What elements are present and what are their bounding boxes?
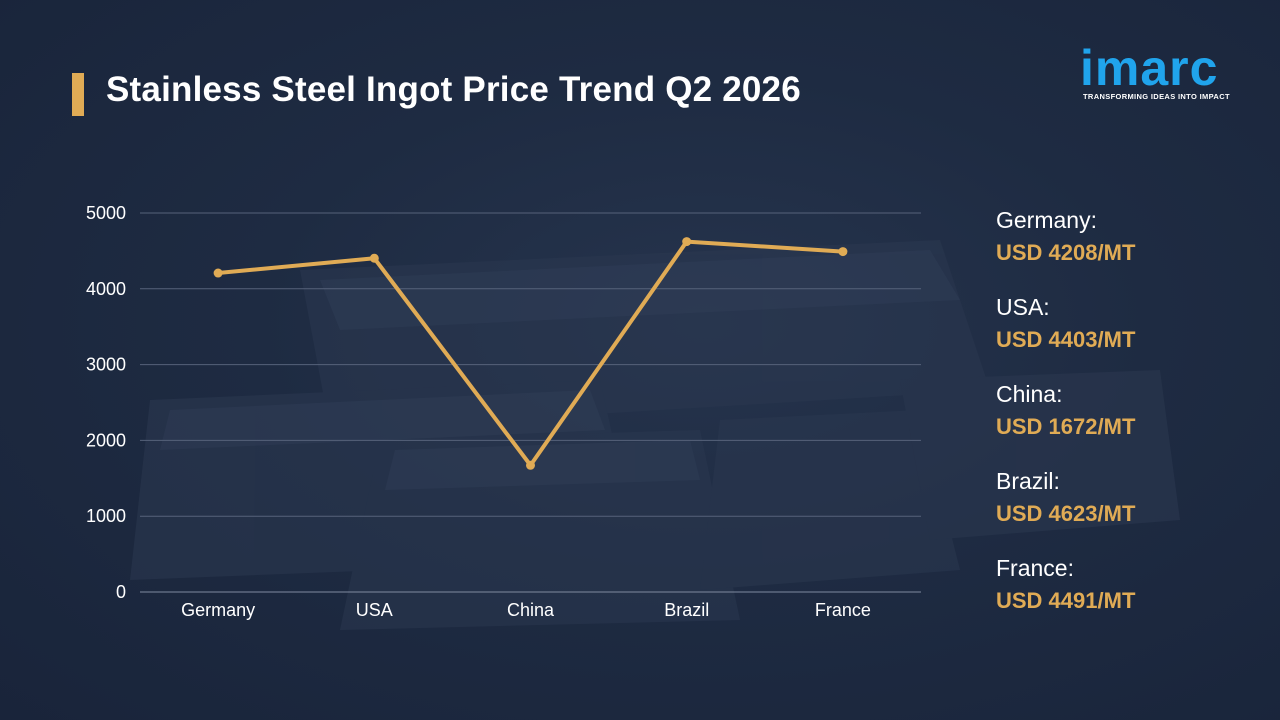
x-tick-label: France: [815, 600, 871, 620]
y-tick-label: 0: [116, 582, 126, 602]
data-point: [682, 237, 692, 247]
y-tick-label: 5000: [86, 203, 126, 223]
data-point: [526, 460, 535, 470]
title-accent-bar: [72, 73, 84, 116]
imarc-logo: imarc TRANSFORMING IDEAS INTO IMPACT: [1080, 32, 1250, 104]
legend-country: USA:: [996, 294, 1050, 320]
legend-price: USD 1672/MT: [996, 414, 1136, 439]
legend-country: China:: [996, 381, 1063, 407]
legend-price: USD 4491/MT: [996, 588, 1136, 613]
x-tick-label: Germany: [181, 600, 255, 620]
legend-price: USD 4208/MT: [996, 240, 1136, 265]
y-tick-label: 4000: [86, 279, 126, 299]
series-points: [213, 237, 848, 470]
series-line: [216, 239, 845, 468]
logo-tagline: TRANSFORMING IDEAS INTO IMPACT: [1083, 92, 1230, 101]
y-tick-label: 1000: [86, 506, 126, 526]
data-point: [369, 253, 379, 263]
page-title: Stainless Steel Ingot Price Trend Q2 202…: [106, 70, 801, 109]
legend-price: USD 4623/MT: [996, 501, 1136, 526]
legend-item-germany: Germany: USD 4208/MT: [996, 204, 1266, 291]
legend-item-france: France: USD 4491/MT: [996, 552, 1266, 639]
grid-lines: [140, 212, 921, 593]
legend-item-usa: USA: USD 4403/MT: [996, 291, 1266, 378]
x-tick-label: Brazil: [664, 600, 709, 620]
legend-item-brazil: Brazil: USD 4623/MT: [996, 465, 1266, 552]
legend-item-china: China: USD 1672/MT: [996, 378, 1266, 465]
y-tick-label: 2000: [86, 430, 126, 450]
data-point: [838, 247, 848, 257]
y-axis-ticks: 0 1000 2000 3000 4000 5000: [86, 203, 126, 602]
y-tick-label: 3000: [86, 355, 126, 375]
series-line-layer: [216, 239, 845, 468]
x-tick-label: China: [507, 600, 555, 620]
price-legend: Germany: USD 4208/MT USA: USD 4403/MT Ch…: [996, 204, 1266, 639]
legend-country: Brazil:: [996, 468, 1060, 494]
logo-wordmark: imarc: [1080, 40, 1219, 96]
legend-country: France:: [996, 555, 1074, 581]
legend-price: USD 4403/MT: [996, 327, 1136, 352]
data-point: [213, 268, 223, 278]
x-tick-label: USA: [356, 600, 393, 620]
legend-country: Germany:: [996, 207, 1097, 233]
x-axis-ticks: Germany USA China Brazil France: [181, 600, 871, 620]
